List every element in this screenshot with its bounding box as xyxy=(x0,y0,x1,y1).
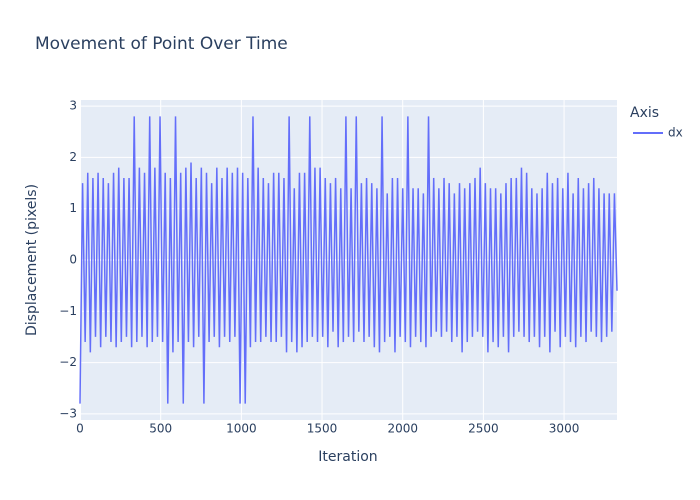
y-tick-label: 3 xyxy=(69,99,77,113)
x-tick-label: 3000 xyxy=(549,422,580,436)
x-tick-label: 1500 xyxy=(307,422,338,436)
x-tick-label: 2500 xyxy=(468,422,499,436)
x-tick-label: 2000 xyxy=(387,422,418,436)
y-tick-label: −2 xyxy=(59,355,77,369)
legend: Axis dx xyxy=(630,105,683,140)
y-tick-label: 0 xyxy=(69,253,77,267)
y-tick-label: −3 xyxy=(59,406,77,420)
data-line xyxy=(79,116,618,404)
chart-title: Movement of Point Over Time xyxy=(35,34,288,54)
x-tick-label: 0 xyxy=(76,422,84,436)
y-axis-title: Displacement (pixels) xyxy=(24,184,40,336)
y-tick-label: 1 xyxy=(69,201,77,215)
x-tick-label: 500 xyxy=(149,422,172,436)
y-tick-label: 2 xyxy=(69,150,77,164)
marks xyxy=(79,116,618,404)
legend-label: dx xyxy=(668,126,683,140)
y-tick-label: −1 xyxy=(59,304,77,318)
x-tick-label: 1000 xyxy=(226,422,257,436)
legend-title: Axis xyxy=(630,105,659,121)
x-axis-title: Iteration xyxy=(318,449,377,465)
